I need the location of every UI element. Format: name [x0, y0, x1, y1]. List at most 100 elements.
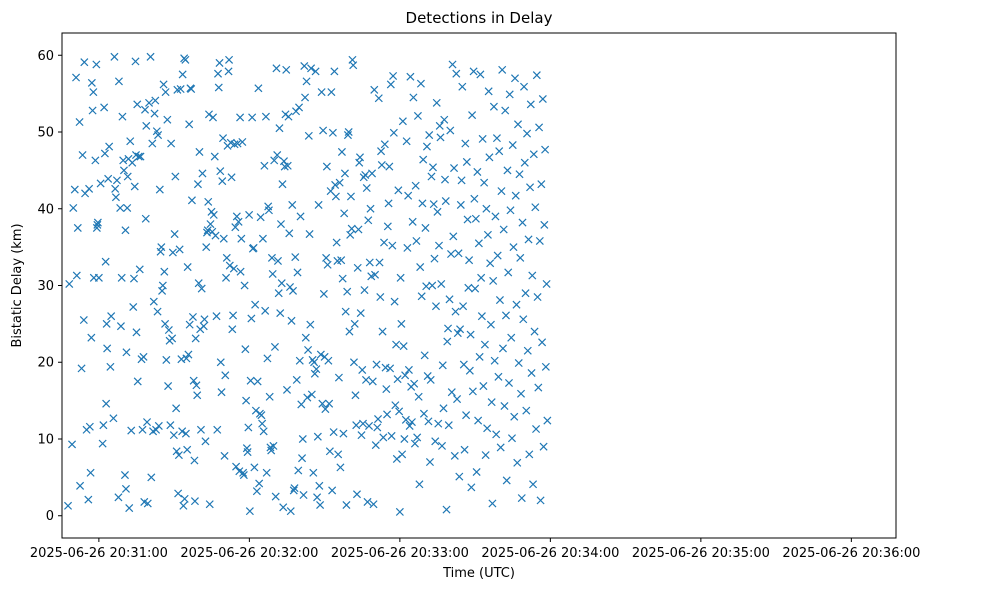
- y-tick-label: 60: [37, 49, 54, 64]
- data-point: [148, 139, 157, 148]
- data-point: [496, 443, 505, 452]
- data-point: [251, 406, 260, 415]
- data-point: [422, 142, 431, 151]
- data-point: [403, 243, 412, 252]
- data-point: [225, 261, 234, 270]
- data-point: [360, 286, 369, 295]
- data-point: [264, 206, 273, 215]
- data-point: [465, 256, 474, 265]
- data-point: [232, 212, 241, 221]
- data-point: [172, 447, 181, 456]
- data-point: [154, 421, 163, 430]
- data-point: [503, 166, 512, 175]
- data-point: [89, 88, 98, 97]
- data-point: [478, 134, 487, 143]
- data-point: [164, 325, 173, 335]
- data-point: [389, 128, 398, 137]
- data-point: [123, 203, 132, 213]
- data-point: [530, 327, 539, 336]
- data-point: [417, 292, 426, 301]
- data-point: [236, 267, 245, 276]
- data-point: [335, 178, 344, 187]
- data-point: [501, 311, 510, 320]
- data-point: [153, 307, 162, 316]
- data-point: [80, 58, 89, 67]
- data-point: [528, 271, 537, 280]
- data-point: [459, 302, 468, 311]
- data-point: [302, 77, 311, 86]
- data-point: [181, 429, 190, 438]
- data-point: [504, 378, 513, 387]
- data-point: [534, 383, 543, 392]
- data-point: [138, 425, 147, 434]
- data-point: [278, 180, 287, 189]
- data-point: [256, 213, 265, 222]
- data-point: [334, 450, 343, 459]
- data-point: [520, 158, 529, 167]
- data-point: [204, 197, 213, 206]
- data-point: [160, 267, 169, 276]
- data-point: [93, 220, 102, 229]
- data-point: [182, 354, 191, 363]
- data-point: [254, 84, 263, 93]
- data-point: [355, 153, 365, 162]
- data-point: [486, 259, 495, 268]
- data-point: [300, 61, 309, 71]
- data-point: [377, 147, 386, 156]
- data-point: [328, 486, 337, 495]
- data-point: [310, 358, 319, 367]
- data-point: [356, 309, 365, 318]
- data-point: [411, 181, 420, 190]
- data-point: [437, 279, 446, 288]
- data-point: [468, 111, 477, 120]
- data-point: [210, 152, 219, 161]
- data-point: [295, 356, 304, 365]
- data-point: [513, 458, 522, 467]
- data-point: [239, 471, 248, 480]
- data-point: [258, 419, 267, 428]
- data-point: [351, 391, 360, 400]
- data-point: [541, 145, 550, 154]
- data-point: [529, 150, 538, 159]
- data-point: [395, 507, 404, 516]
- y-axis-title: Bistatic Delay (km): [10, 223, 25, 347]
- data-point: [70, 185, 79, 194]
- data-point: [190, 456, 199, 465]
- data-point: [410, 379, 419, 388]
- data-point: [440, 175, 450, 184]
- data-point: [479, 382, 488, 391]
- data-point: [288, 286, 298, 295]
- data-point: [202, 243, 211, 252]
- data-point: [181, 55, 190, 64]
- data-point: [535, 236, 544, 246]
- data-point: [311, 67, 320, 76]
- data-point: [129, 274, 139, 283]
- data-point: [193, 391, 202, 400]
- data-point: [296, 212, 305, 221]
- data-point: [418, 199, 427, 208]
- data-point: [498, 65, 507, 74]
- data-point: [428, 281, 437, 290]
- data-point: [408, 217, 417, 226]
- data-point: [245, 507, 254, 516]
- data-point: [523, 129, 532, 138]
- data-point: [451, 307, 460, 316]
- data-point: [474, 239, 483, 248]
- data-point: [357, 431, 366, 440]
- data-point: [364, 216, 373, 225]
- data-point: [313, 493, 322, 502]
- data-point: [175, 245, 184, 254]
- data-point: [238, 137, 247, 147]
- data-point: [142, 121, 151, 130]
- x-tick-label: 2025-06-26 20:36:00: [782, 546, 920, 561]
- data-point: [188, 312, 197, 321]
- data-point: [450, 451, 459, 460]
- data-point: [149, 297, 158, 306]
- data-point: [390, 297, 399, 306]
- data-point: [225, 55, 234, 64]
- data-point: [524, 235, 533, 244]
- data-point: [361, 375, 371, 384]
- data-point: [114, 493, 123, 502]
- data-point: [490, 356, 499, 365]
- data-point: [241, 345, 250, 354]
